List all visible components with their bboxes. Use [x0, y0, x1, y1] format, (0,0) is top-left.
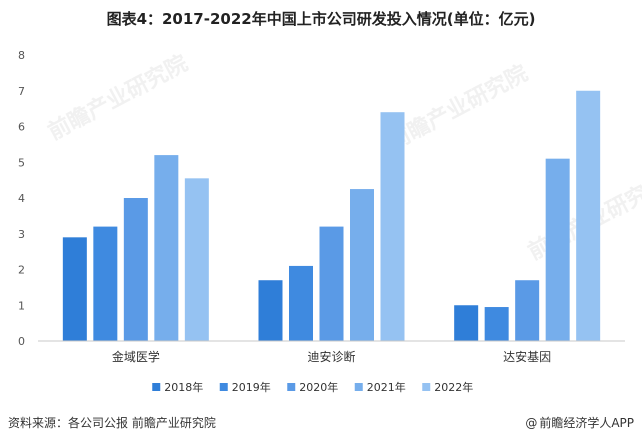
- brand-label: 前瞻经济学人APP: [539, 416, 634, 430]
- x-axis: 金域医学 迪安诊断 达安基因: [38, 340, 625, 364]
- at-icon: @: [525, 416, 538, 430]
- legend-label: 2020年: [299, 380, 338, 394]
- legend-label: 2022年: [434, 380, 473, 394]
- bar: [545, 158, 570, 341]
- bar: [184, 178, 209, 341]
- y-tick-label: 0: [18, 335, 25, 348]
- y-tick-label: 3: [18, 228, 25, 241]
- bar: [289, 265, 313, 341]
- y-axis: 0 1 2 3 4 5 6 7 8: [18, 49, 25, 348]
- y-tick-label: 2: [18, 264, 25, 277]
- y-tick-label: 1: [18, 299, 25, 312]
- legend: 2018年 2019年 2020年 2021年 2022年: [152, 380, 473, 394]
- legend-swatch: [422, 383, 431, 391]
- legend-swatch: [354, 383, 363, 391]
- legend-label: 2018年: [164, 380, 203, 394]
- source-note: 资料来源：各公司公报 前瞻产业研究院: [8, 416, 216, 430]
- bar: [380, 112, 405, 341]
- x-category-label: 达安基因: [503, 349, 551, 364]
- brand-credit: @ 前瞻经济学人APP: [525, 414, 634, 431]
- legend-label: 2019年: [232, 380, 271, 394]
- bar: [93, 226, 118, 341]
- y-tick-label: 8: [18, 49, 25, 62]
- y-tick-label: 4: [18, 192, 25, 205]
- y-tick-label: 5: [18, 156, 25, 169]
- legend-label: 2021年: [367, 380, 406, 394]
- bar: [350, 189, 374, 341]
- legend-swatch: [287, 383, 296, 391]
- y-tick-label: 7: [18, 85, 25, 98]
- bar: [319, 226, 344, 341]
- x-category-label: 迪安诊断: [307, 349, 355, 364]
- bar: [484, 307, 509, 341]
- y-tick-label: 6: [18, 121, 25, 134]
- chart-title: 图表4：2017-2022年中国上市公司研发投入情况(单位：亿元): [106, 10, 536, 28]
- legend-swatch: [219, 383, 228, 391]
- bar: [154, 155, 179, 341]
- bar: [123, 198, 148, 341]
- bar: [515, 280, 540, 341]
- bar: [454, 305, 479, 341]
- legend-swatch: [152, 383, 161, 391]
- bar: [258, 280, 283, 341]
- bar: [62, 237, 87, 341]
- bars: [62, 90, 601, 341]
- x-category-label: 金域医学: [112, 349, 160, 364]
- bar: [576, 90, 601, 341]
